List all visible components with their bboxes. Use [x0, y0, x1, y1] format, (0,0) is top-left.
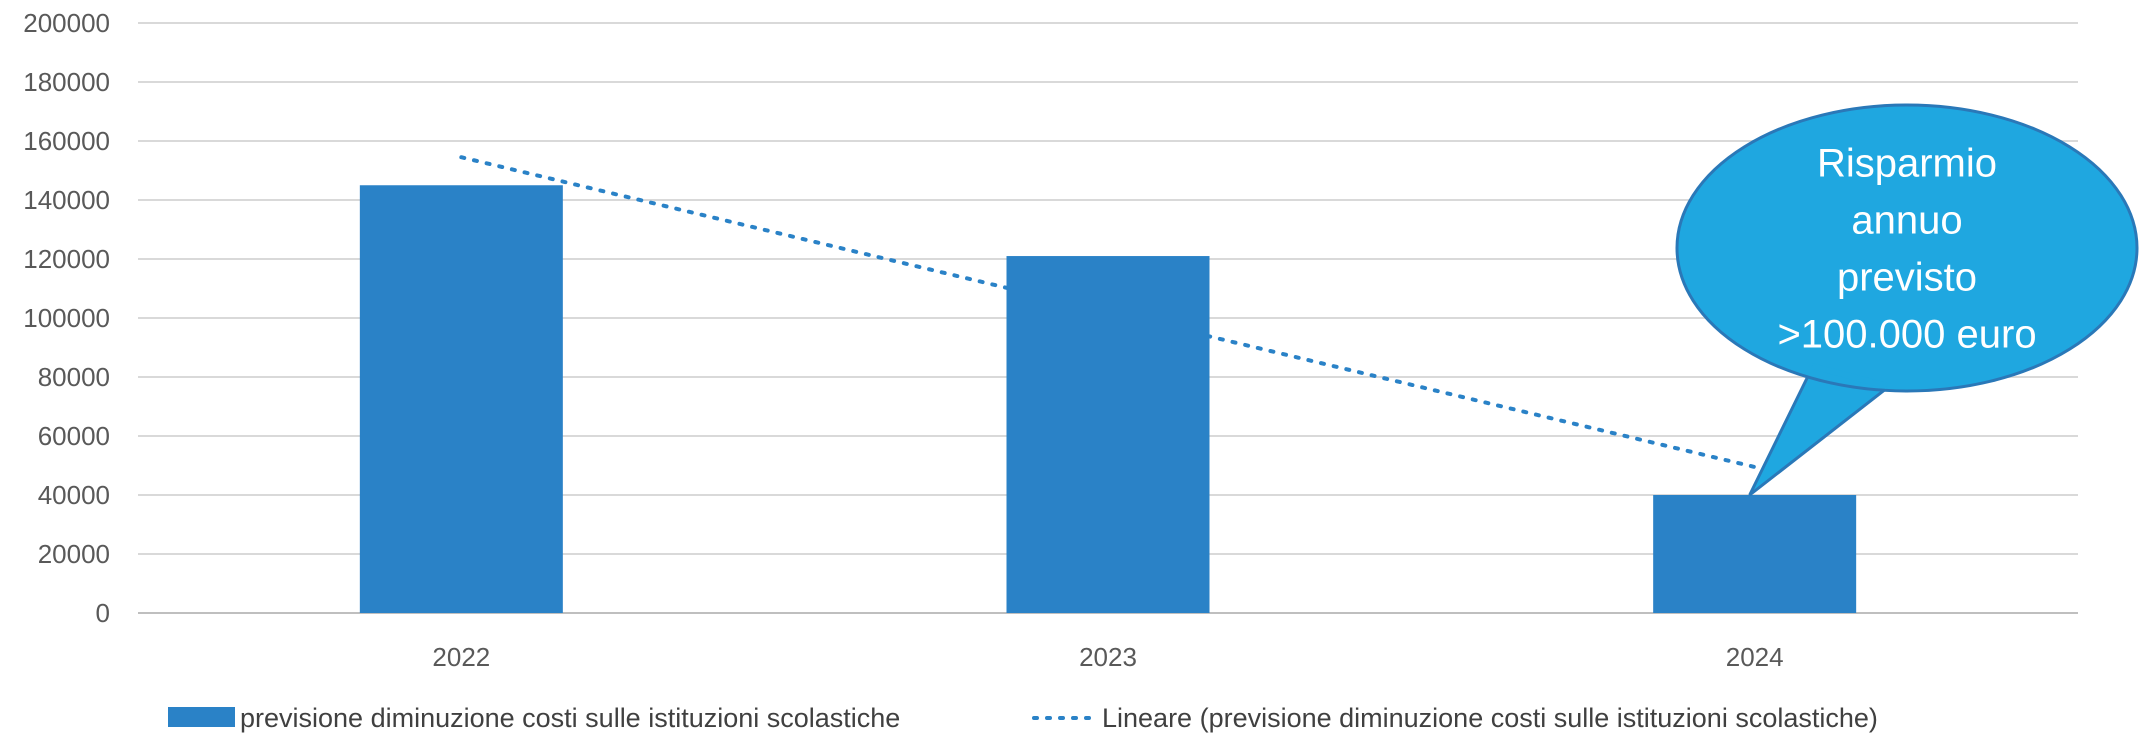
y-axis-ticks: 0 20000 40000 60000 80000 100000 120000 140000 1… [23, 8, 110, 628]
x-axis-ticks: 2022 2023 2024 [432, 642, 1783, 672]
legend-label-trendline: Lineare (previsione diminuzione costi su… [1102, 703, 1878, 733]
y-tick-label: 80000 [38, 362, 110, 392]
legend: previsione diminuzione costi sulle istit… [168, 703, 1878, 733]
y-tick-label: 140000 [23, 185, 110, 215]
callout-text-line: Risparmio [1817, 142, 1997, 186]
bar-2022 [359, 185, 563, 613]
legend-label-bars: previsione diminuzione costi sulle istit… [240, 703, 900, 733]
legend-swatch-bars [168, 707, 235, 727]
y-tick-label: 0 [96, 598, 110, 628]
y-tick-label: 40000 [38, 480, 110, 510]
y-tick-label: 120000 [23, 244, 110, 274]
x-tick-label: 2024 [1726, 642, 1784, 672]
x-tick-label: 2023 [1079, 642, 1137, 672]
y-tick-label: 100000 [23, 303, 110, 333]
y-tick-label: 180000 [23, 67, 110, 97]
callout-text-line: >100.000 euro [1777, 313, 2036, 357]
y-tick-label: 60000 [38, 421, 110, 451]
callout-text-line: previsto [1837, 256, 1977, 300]
x-tick-label: 2022 [432, 642, 490, 672]
callout-annotation: Risparmio annuo previsto >100.000 euro [1675, 103, 2139, 497]
bar-2023 [1006, 256, 1210, 613]
callout-text-line: annuo [1851, 199, 1962, 243]
bars [359, 185, 1857, 613]
y-tick-label: 20000 [38, 539, 110, 569]
y-tick-label: 200000 [23, 8, 110, 38]
y-tick-label: 160000 [23, 126, 110, 156]
callout-bubble [1675, 103, 2139, 393]
bar-2024 [1653, 495, 1857, 613]
callout-seam [1811, 363, 1888, 389]
